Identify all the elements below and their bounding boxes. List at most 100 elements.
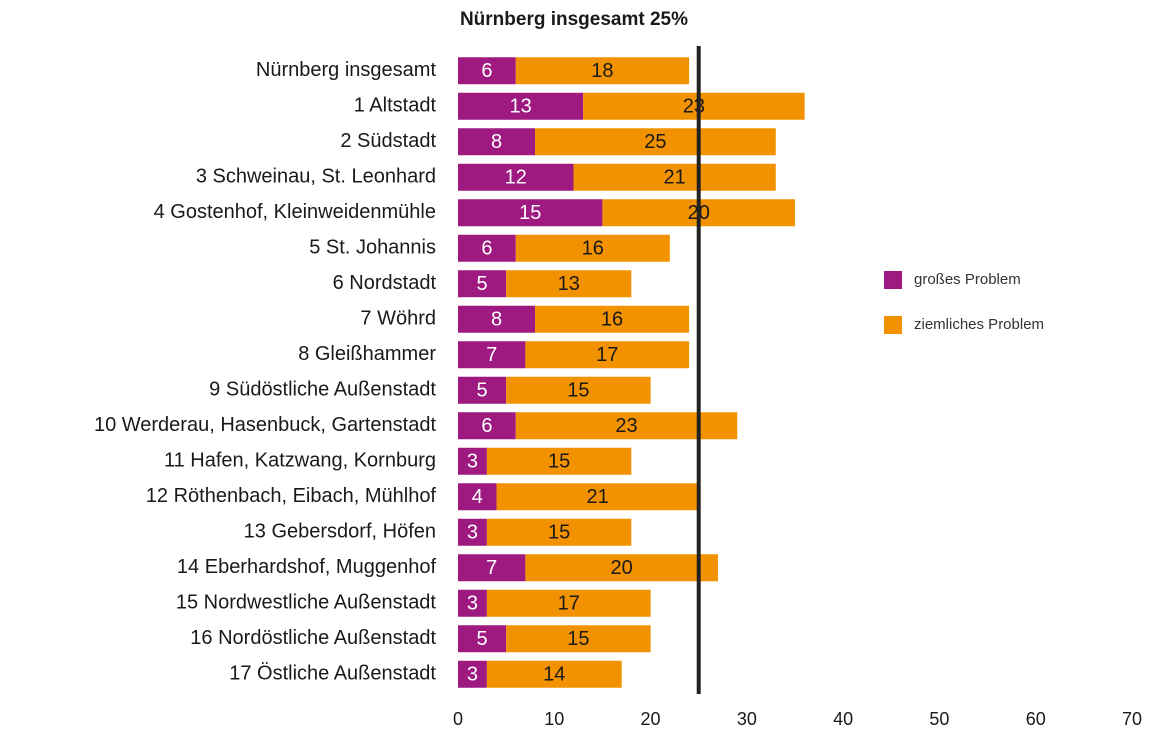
- category-label: 8 Gleißhammer: [298, 343, 436, 365]
- bar-segment: [458, 554, 526, 582]
- category-label: 11 Hafen, Katzwang, Kornburg: [164, 450, 436, 472]
- bar-segment: [535, 128, 776, 156]
- bar-segment: [458, 483, 497, 511]
- x-tick-label: 50: [929, 709, 949, 729]
- bar-segment: [573, 163, 776, 191]
- data-label: 12: [505, 167, 527, 189]
- data-label: 23: [683, 96, 705, 118]
- data-label: 15: [567, 380, 589, 402]
- bar-segment: [583, 92, 805, 120]
- bar-segment: [506, 376, 651, 404]
- x-tick-label: 30: [737, 709, 757, 729]
- data-label: 25: [644, 131, 666, 153]
- bar-segment: [486, 589, 651, 617]
- category-label: 2 Südstadt: [340, 130, 436, 152]
- category-label: 12 Röthenbach, Eibach, Mühlhof: [146, 485, 437, 507]
- category-label: 17 Östliche Außenstadt: [229, 663, 436, 685]
- category-label: 6 Nordstadt: [333, 272, 437, 294]
- category-label: 13 Gebersdorf, Höfen: [244, 521, 436, 543]
- bar-segment: [458, 589, 487, 617]
- data-label: 8: [491, 309, 502, 331]
- category-label: 1 Altstadt: [354, 95, 437, 117]
- data-label: 13: [558, 273, 580, 295]
- bar-segment: [535, 305, 690, 333]
- category-label: 14 Eberhardshof, Muggenhof: [177, 556, 437, 578]
- bar-segment: [458, 92, 584, 120]
- data-label: 15: [519, 202, 541, 224]
- category-label: Nürnberg insgesamt: [256, 59, 437, 81]
- category-label: 3 Schweinau, St. Leonhard: [196, 166, 436, 188]
- data-label: 7: [486, 344, 497, 366]
- bar-segment: [458, 625, 507, 653]
- data-label: 17: [558, 593, 580, 615]
- bar-segment: [458, 199, 603, 227]
- chart-title: Nürnberg insgesamt 25%: [460, 9, 688, 30]
- category-label: 5 St. Johannis: [309, 237, 436, 259]
- category-label: 9 Südöstliche Außenstadt: [209, 379, 436, 401]
- legend-label: ziemliches Problem: [914, 316, 1044, 333]
- data-label: 17: [596, 344, 618, 366]
- category-label: 10 Werderau, Hasenbuck, Gartenstadt: [94, 414, 436, 436]
- data-label: 14: [543, 664, 565, 686]
- data-label: 5: [477, 380, 488, 402]
- bar-segment: [458, 660, 487, 688]
- bar-segment: [458, 341, 526, 369]
- legend-label: großes Problem: [914, 271, 1021, 288]
- data-label: 13: [509, 96, 531, 118]
- bar-segment: [515, 234, 670, 262]
- data-label: 21: [664, 167, 686, 189]
- bar-segment: [486, 518, 632, 546]
- category-label: 7 Wöhrd: [360, 308, 436, 330]
- bar-segment: [458, 376, 507, 404]
- data-label: 3: [467, 522, 478, 544]
- data-label: 15: [567, 628, 589, 650]
- bar-segment: [525, 554, 718, 582]
- data-label: 5: [477, 273, 488, 295]
- data-label: 21: [586, 486, 608, 508]
- x-tick-label: 60: [1026, 709, 1046, 729]
- legend-swatch: [884, 271, 902, 289]
- data-label: 7: [486, 557, 497, 579]
- data-label: 6: [481, 238, 492, 260]
- bar-segment: [458, 234, 516, 262]
- x-tick-label: 70: [1122, 709, 1142, 729]
- category-label: 16 Nordöstliche Außenstadt: [190, 627, 436, 649]
- bar-segment: [458, 128, 536, 156]
- bar-segment: [458, 305, 536, 333]
- data-label: 4: [472, 486, 483, 508]
- bar-segment: [496, 483, 699, 511]
- data-label: 3: [467, 451, 478, 473]
- x-tick-label: 10: [544, 709, 564, 729]
- data-label: 15: [548, 451, 570, 473]
- x-tick-label: 20: [641, 709, 661, 729]
- bar-segment: [515, 57, 690, 85]
- data-label: 8: [491, 131, 502, 153]
- bar-segment: [458, 447, 487, 475]
- data-label: 6: [481, 415, 492, 437]
- data-label: 16: [601, 309, 623, 331]
- data-label: 15: [548, 522, 570, 544]
- bar-segment: [458, 412, 516, 440]
- bar-segment: [506, 270, 632, 298]
- data-label: 3: [467, 593, 478, 615]
- data-label: 5: [477, 628, 488, 650]
- bar-segment: [458, 163, 574, 191]
- data-label: 23: [615, 415, 637, 437]
- data-label: 6: [481, 60, 492, 82]
- data-label: 20: [611, 557, 633, 579]
- bar-segment: [486, 447, 632, 475]
- data-label: 16: [582, 238, 604, 260]
- bar-segment: [458, 518, 487, 546]
- bar-segment: [525, 341, 690, 369]
- data-label: 18: [591, 60, 613, 82]
- x-tick-label: 40: [833, 709, 853, 729]
- bar-segment: [458, 270, 507, 298]
- bar-segment: [458, 57, 516, 85]
- category-label: 4 Gostenhof, Kleinweidenmühle: [154, 201, 436, 223]
- legend-swatch: [884, 316, 902, 334]
- x-tick-label: 0: [453, 709, 463, 729]
- bar-segment: [506, 625, 651, 653]
- category-label: 15 Nordwestliche Außenstadt: [176, 592, 437, 614]
- data-label: 3: [467, 664, 478, 686]
